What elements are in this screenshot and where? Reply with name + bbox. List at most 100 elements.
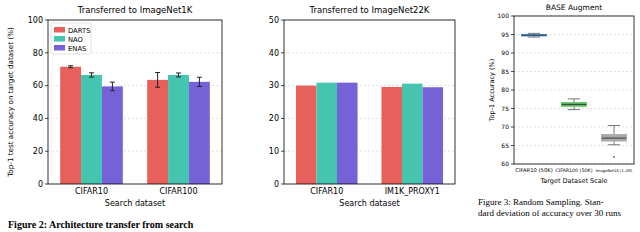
grid-line bbox=[514, 53, 634, 54]
grid-line bbox=[514, 127, 634, 128]
bar bbox=[147, 80, 168, 184]
legend-label: NAO bbox=[68, 36, 83, 44]
tick-label: 60 bbox=[501, 160, 509, 167]
tick bbox=[281, 85, 284, 86]
error-bar bbox=[112, 82, 113, 91]
error-cap bbox=[89, 77, 94, 78]
bar bbox=[296, 86, 317, 184]
tick bbox=[45, 184, 48, 185]
box bbox=[562, 103, 587, 107]
tick-label: 40 bbox=[269, 49, 279, 58]
median bbox=[522, 35, 547, 36]
error-cap bbox=[155, 87, 160, 88]
bar bbox=[381, 87, 402, 184]
bar bbox=[316, 83, 337, 184]
whisker-cap bbox=[528, 37, 540, 38]
tick bbox=[281, 20, 284, 21]
tick bbox=[45, 151, 48, 152]
tick-label: 0 bbox=[38, 180, 43, 189]
tick-label: 10 bbox=[269, 147, 279, 156]
tick bbox=[45, 85, 48, 86]
tick-label: 75 bbox=[501, 105, 509, 112]
plot-frame bbox=[284, 20, 455, 184]
grid-line bbox=[514, 145, 634, 146]
tick bbox=[281, 184, 284, 185]
title: BASE Augment bbox=[546, 3, 602, 12]
bar bbox=[337, 83, 358, 184]
tick-label: 0 bbox=[274, 180, 279, 189]
figure: 020406080100Transferred to ImageNet1KTop… bbox=[0, 0, 640, 232]
legend-box bbox=[51, 23, 91, 54]
plot-frame bbox=[48, 20, 222, 184]
legend-swatch bbox=[54, 36, 65, 42]
tick-label: 100 bbox=[498, 12, 510, 19]
error-cap bbox=[110, 90, 115, 91]
tick-label: 65 bbox=[501, 142, 509, 149]
title: Transferred to ImageNet1K bbox=[77, 5, 193, 15]
bar bbox=[423, 87, 444, 184]
tick bbox=[511, 34, 514, 35]
whisker bbox=[614, 141, 615, 145]
whisker-cap bbox=[528, 33, 540, 34]
outlier bbox=[613, 156, 615, 158]
bars bbox=[296, 83, 443, 184]
tick bbox=[45, 118, 48, 119]
error-cap bbox=[197, 77, 202, 78]
grid-line bbox=[284, 52, 455, 53]
tick-label: 40 bbox=[33, 114, 43, 123]
tick bbox=[511, 71, 514, 72]
bar-chart: 020406080100Transferred to ImageNet1KTop… bbox=[6, 5, 222, 208]
error-bar bbox=[199, 77, 200, 86]
tick bbox=[45, 52, 48, 53]
error-cap bbox=[155, 72, 160, 73]
tick-label: 90 bbox=[501, 49, 509, 56]
legend-label: DARTS bbox=[68, 27, 90, 35]
box-chart: 60 65 70 75 80 85 90 95 100 BASE Augment Top-1 Acc… bbox=[488, 3, 634, 185]
bar-chart: 0 10 20 30 40 50 Transferred to ImageNet22K Sea… bbox=[269, 5, 455, 208]
x-axis-label: Search dataset bbox=[105, 199, 165, 208]
error-cap bbox=[68, 67, 73, 68]
legend-label: ENAS bbox=[68, 45, 86, 53]
grid-line bbox=[514, 34, 634, 35]
x-axis-label: Target Dataset Scale bbox=[539, 177, 607, 185]
bar bbox=[402, 84, 423, 184]
whisker bbox=[574, 99, 575, 103]
tick bbox=[281, 118, 284, 119]
tick-label: 50 bbox=[269, 16, 279, 25]
tick-label: 85 bbox=[501, 68, 509, 75]
error-bar bbox=[157, 72, 158, 87]
error-cap bbox=[110, 82, 115, 83]
title: Transferred to ImageNet22K bbox=[309, 5, 430, 15]
tick bbox=[281, 151, 284, 152]
median bbox=[602, 138, 627, 139]
category-label: CIFAR10 bbox=[75, 187, 108, 196]
caption: dard deviation of accuracy over 30 runs bbox=[478, 208, 621, 218]
x-axis-label: Search dataset bbox=[339, 199, 399, 208]
tick bbox=[511, 145, 514, 146]
tick bbox=[511, 127, 514, 128]
legend: DARTSNAOENAS bbox=[51, 23, 91, 54]
category-label: CIFAR10 (50K) bbox=[515, 167, 553, 173]
y-axis-label: Top-1 Accuracy (%) bbox=[488, 59, 496, 123]
tick-label: 70 bbox=[501, 123, 509, 130]
plot-frame bbox=[514, 16, 634, 164]
whisker-cap bbox=[568, 98, 580, 99]
tick bbox=[511, 90, 514, 91]
y-axis-label: Top-1 test accuracy on target dataset (%… bbox=[6, 27, 15, 178]
boxes bbox=[522, 33, 627, 157]
tick bbox=[281, 52, 284, 53]
legend-swatch bbox=[54, 45, 65, 51]
error-bar bbox=[91, 73, 92, 77]
tick-label: 95 bbox=[501, 31, 509, 38]
median bbox=[562, 104, 587, 105]
tick-label: 20 bbox=[269, 114, 279, 123]
grid-line bbox=[514, 71, 634, 72]
tick-label: 30 bbox=[269, 81, 279, 90]
tick bbox=[511, 16, 514, 17]
tick bbox=[45, 20, 48, 21]
tick-label: 60 bbox=[33, 81, 43, 90]
tick-label: 80 bbox=[501, 86, 509, 93]
error-cap bbox=[68, 65, 73, 66]
whisker-cap bbox=[608, 144, 620, 145]
whisker bbox=[574, 106, 575, 109]
